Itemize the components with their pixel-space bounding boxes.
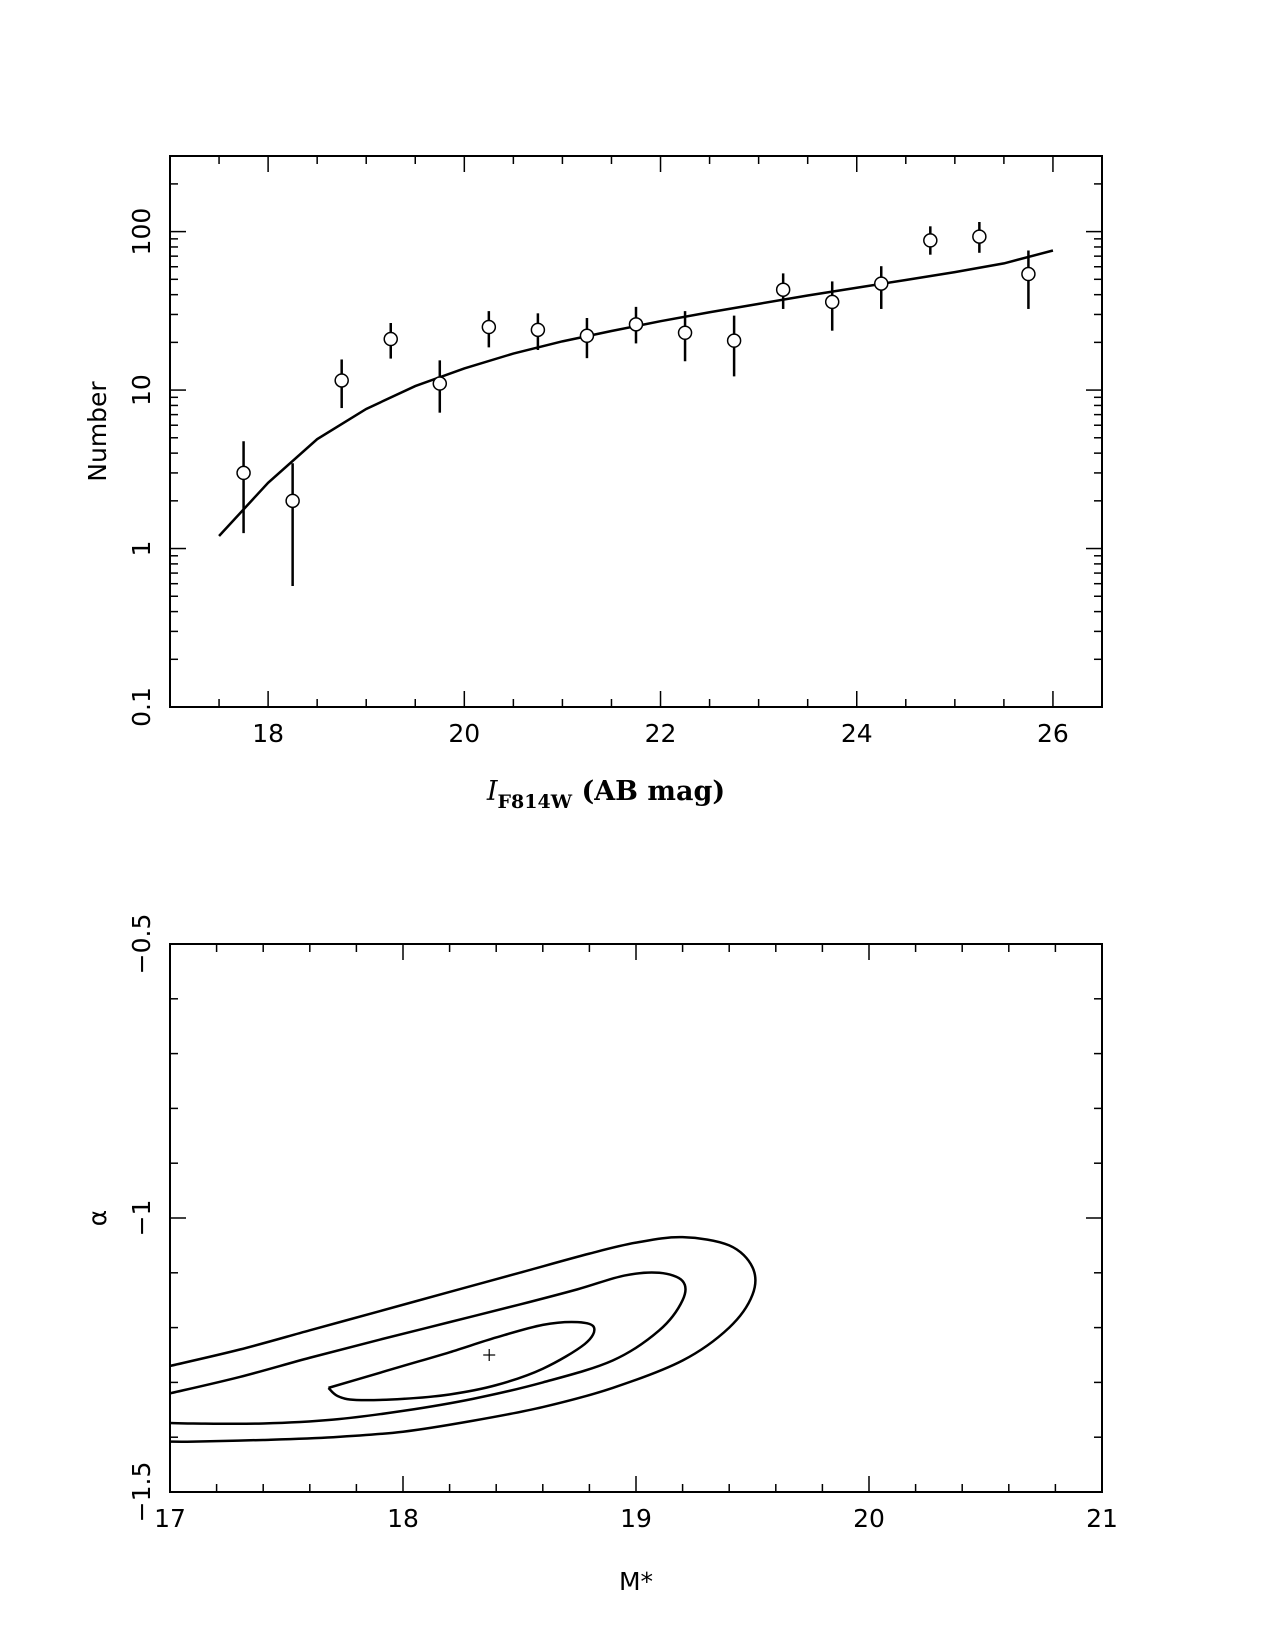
bottom-y-tick-label: −1 [127,1200,156,1237]
bottom-x-tick-label: 19 [620,1504,652,1533]
top-x-tick-label: 26 [1037,719,1069,748]
data-point [1021,266,1036,282]
top-x-tick-label: 18 [252,719,284,748]
top-x-tick-label: 24 [841,719,873,748]
data-point [481,319,497,335]
bottom-x-tick-label: 21 [1086,1504,1118,1533]
data-point [285,493,300,509]
bottom-x-tick-label: 20 [853,1504,885,1533]
data-point [579,328,595,344]
data-point [677,325,693,341]
data-point [383,331,398,347]
bottom-panel: 17 18 19 20 21 −1.5 −1 −0.5 α M* [83,914,1118,1596]
top-y-tick-label: 100 [127,208,156,256]
data-point [334,373,349,388]
bottom-y-tick-label: −1.5 [127,1462,156,1523]
data-point [824,294,840,310]
bottom-x-tick-label: 18 [387,1504,419,1533]
data-point [726,333,742,348]
contour-group [170,1235,757,1443]
top-x-axis-label: IF814W (AB mag) [486,776,725,813]
data-point [628,317,644,332]
top-panel: 18 20 22 24 26 0.1 1 10 100 Number IF814W (AB mag) [83,155,1103,813]
bottom-y-tick-label: −0.5 [127,914,156,975]
contour-outer [170,1235,757,1443]
contour-middle [170,1271,687,1426]
fit-curve [218,249,1054,537]
data-point [874,276,889,291]
top-x-tick-label: 20 [448,719,480,748]
top-y-tick-label: 0.1 [127,687,156,727]
top-y-tick-label: 1 [127,541,156,557]
bottom-x-tick-label: 17 [154,1504,186,1533]
data-point [775,282,791,297]
data-point [236,465,251,481]
top-y-tick-label: 10 [127,374,156,406]
data-point [923,233,938,248]
data-point [972,229,987,244]
x-label-symbol: I [486,776,499,807]
bottom-plot-frame [169,943,1103,1493]
data-point [530,322,546,338]
x-label-subscript: F814W [498,791,573,813]
top-plot-frame [169,155,1103,708]
data-point [432,376,448,391]
top-y-axis-label: Number [83,381,112,482]
bottom-y-axis-label: α [83,1210,112,1226]
bottom-x-axis-label: M* [619,1567,653,1596]
top-x-tick-label: 22 [645,719,677,748]
x-label-rest: (AB mag) [572,776,725,807]
contour-inner [327,1320,596,1402]
